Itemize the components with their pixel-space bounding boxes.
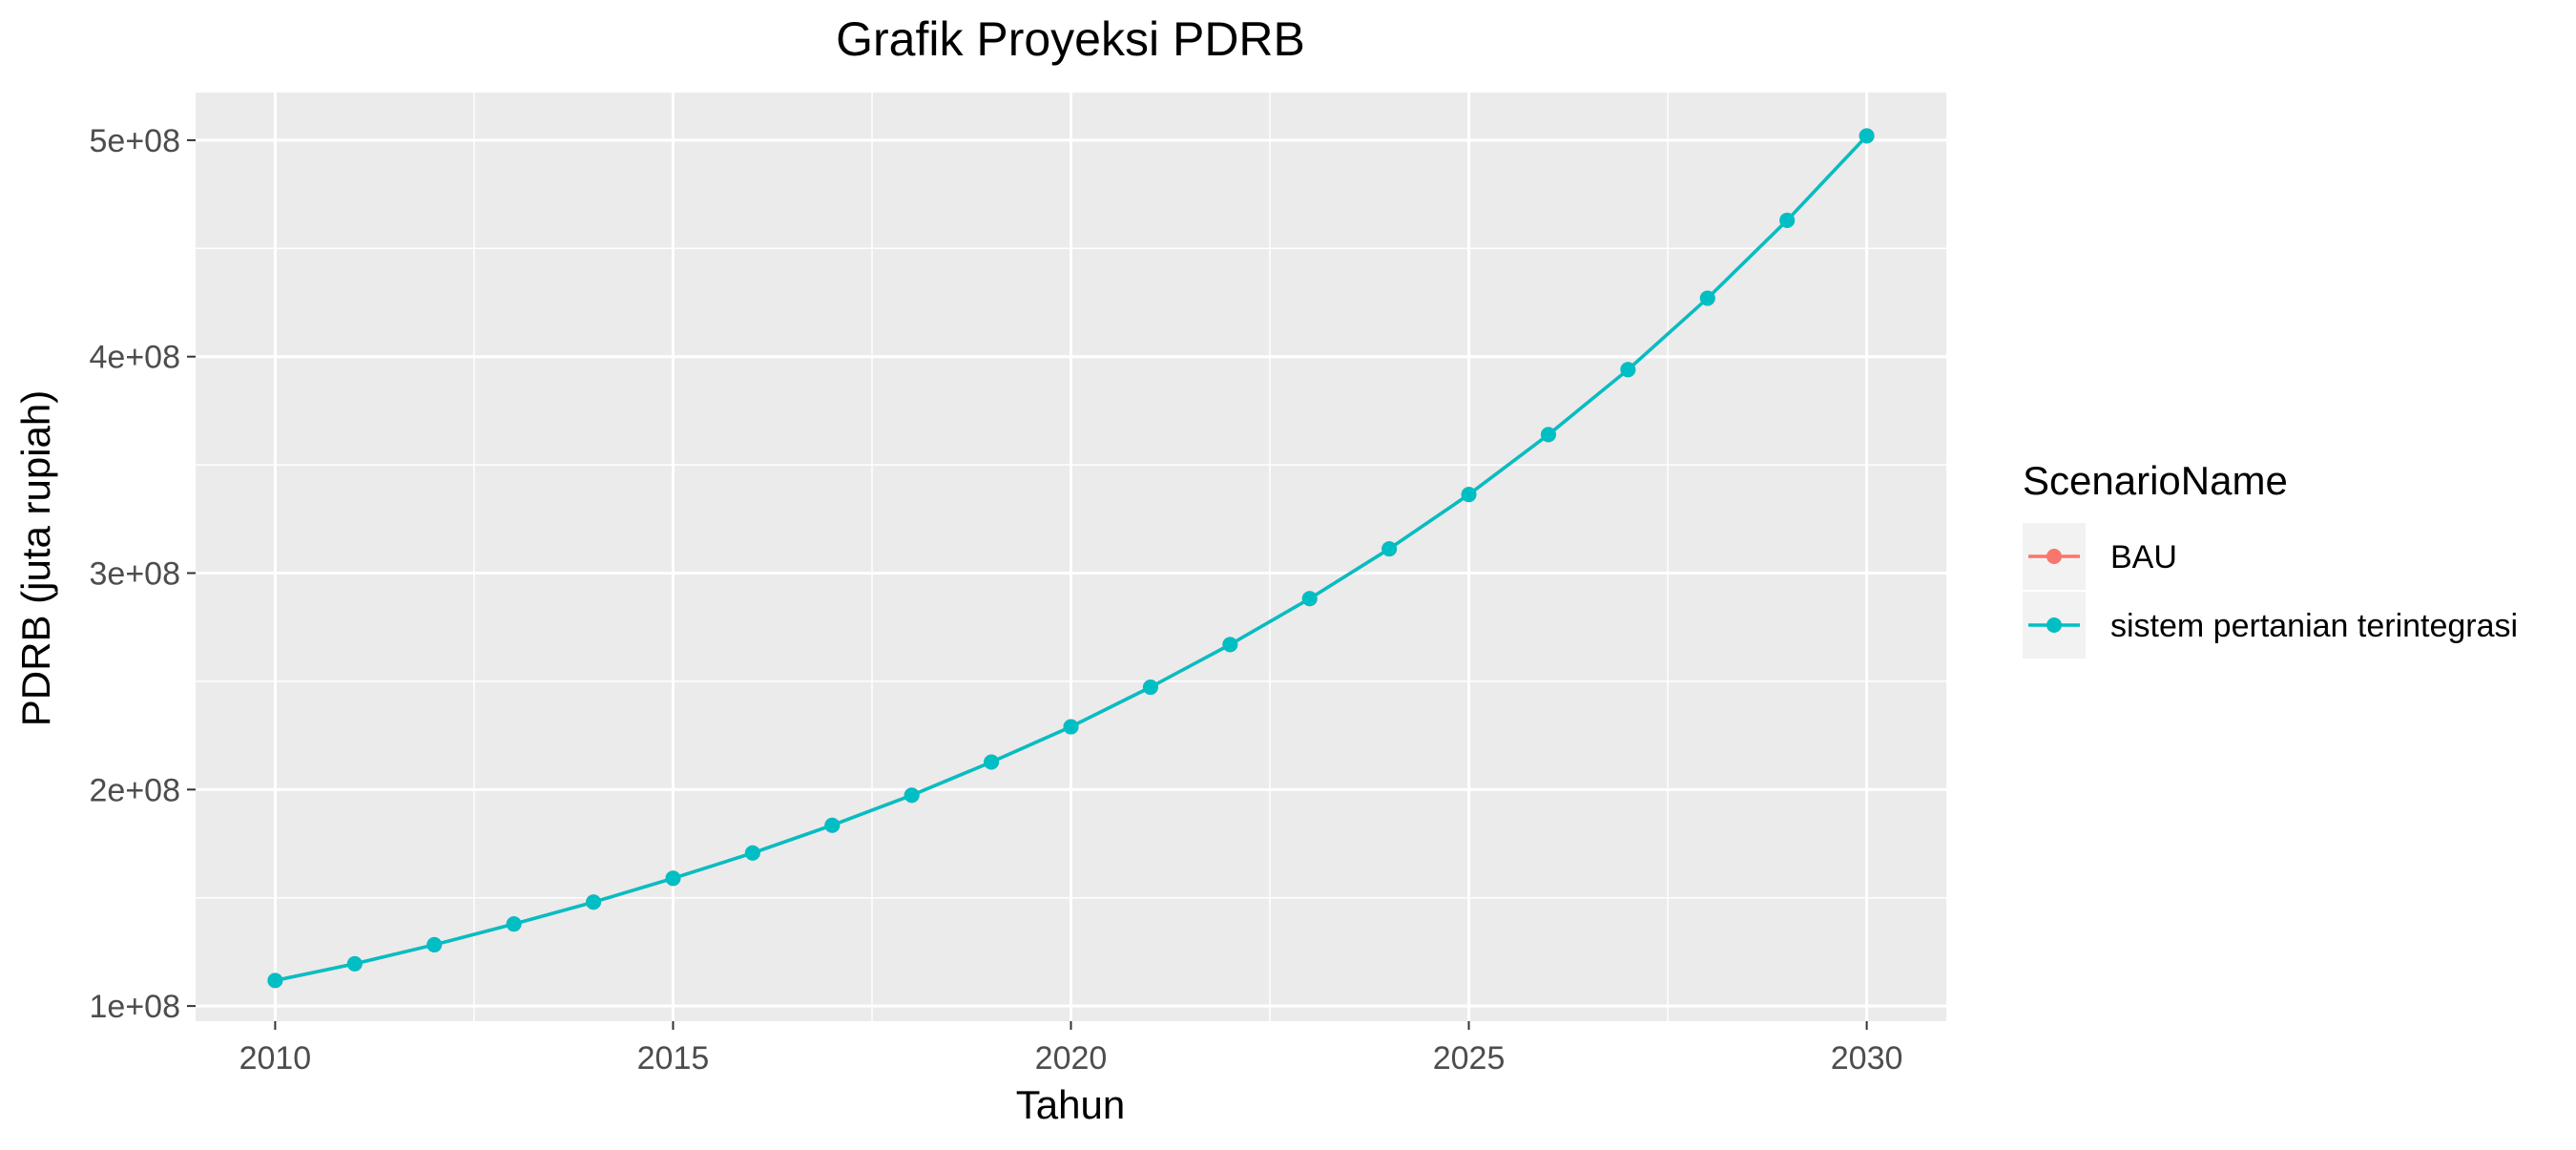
data-point <box>506 916 522 932</box>
x-tick-labels: 2010 2015 2020 2025 2030 <box>239 1040 1903 1077</box>
major-gridlines <box>196 93 1946 1021</box>
data-point <box>1301 591 1318 607</box>
x-tick-label: 2010 <box>239 1040 312 1077</box>
y-tick-label: 2e+08 <box>90 772 181 808</box>
data-point <box>1142 680 1158 696</box>
legend-keys: BAU sistem pertanian terintegrasi <box>2023 523 2518 659</box>
data-point <box>665 870 681 887</box>
data-point <box>1222 637 1238 653</box>
data-point <box>904 787 920 804</box>
data-point <box>1779 212 1796 228</box>
data-point <box>1540 427 1556 443</box>
x-axis-title: Tahun <box>1016 1082 1125 1127</box>
chart-title: Grafik Proyeksi PDRB <box>836 12 1305 66</box>
data-point <box>984 754 1000 770</box>
data-point <box>1699 290 1715 306</box>
legend-title: ScenarioName <box>2023 458 2288 503</box>
data-point <box>1620 362 1636 378</box>
data-point <box>1859 128 1875 144</box>
y-tick-labels: 1e+08 2e+08 3e+08 4e+08 5e+08 <box>90 123 181 1025</box>
y-tick-label: 1e+08 <box>90 989 181 1025</box>
data-point <box>1063 719 1079 735</box>
x-tick-label: 2030 <box>1831 1040 1903 1077</box>
x-tick-label: 2025 <box>1433 1040 1506 1077</box>
legend-item: BAU <box>2023 523 2177 590</box>
data-point <box>1461 487 1477 503</box>
x-tick-label: 2020 <box>1035 1040 1108 1077</box>
data-point <box>744 845 760 861</box>
legend-label: sistem pertanian terintegrasi <box>2110 608 2518 644</box>
data-point <box>346 955 363 972</box>
data-point <box>824 817 841 833</box>
data-point <box>426 936 443 952</box>
data-point <box>267 972 283 989</box>
y-tick-label: 4e+08 <box>90 340 181 376</box>
data-point <box>1381 541 1398 557</box>
y-axis-title: PDRB (juta rupiah) <box>13 390 58 726</box>
y-tick-label: 3e+08 <box>90 556 181 593</box>
legend-key-point <box>2046 549 2062 564</box>
y-tick-label: 5e+08 <box>90 123 181 159</box>
legend: ScenarioName BAU sistem pertanian terinte… <box>2023 458 2518 659</box>
data-point <box>586 894 602 910</box>
legend-key-point <box>2046 617 2062 633</box>
axis-ticks <box>187 138 1868 1030</box>
series-layer <box>267 128 1875 989</box>
x-tick-label: 2015 <box>637 1040 710 1077</box>
legend-item: sistem pertanian terintegrasi <box>2023 592 2518 659</box>
legend-label: BAU <box>2110 539 2177 575</box>
series-sistem-pertanian-terintegrasi <box>267 128 1875 989</box>
